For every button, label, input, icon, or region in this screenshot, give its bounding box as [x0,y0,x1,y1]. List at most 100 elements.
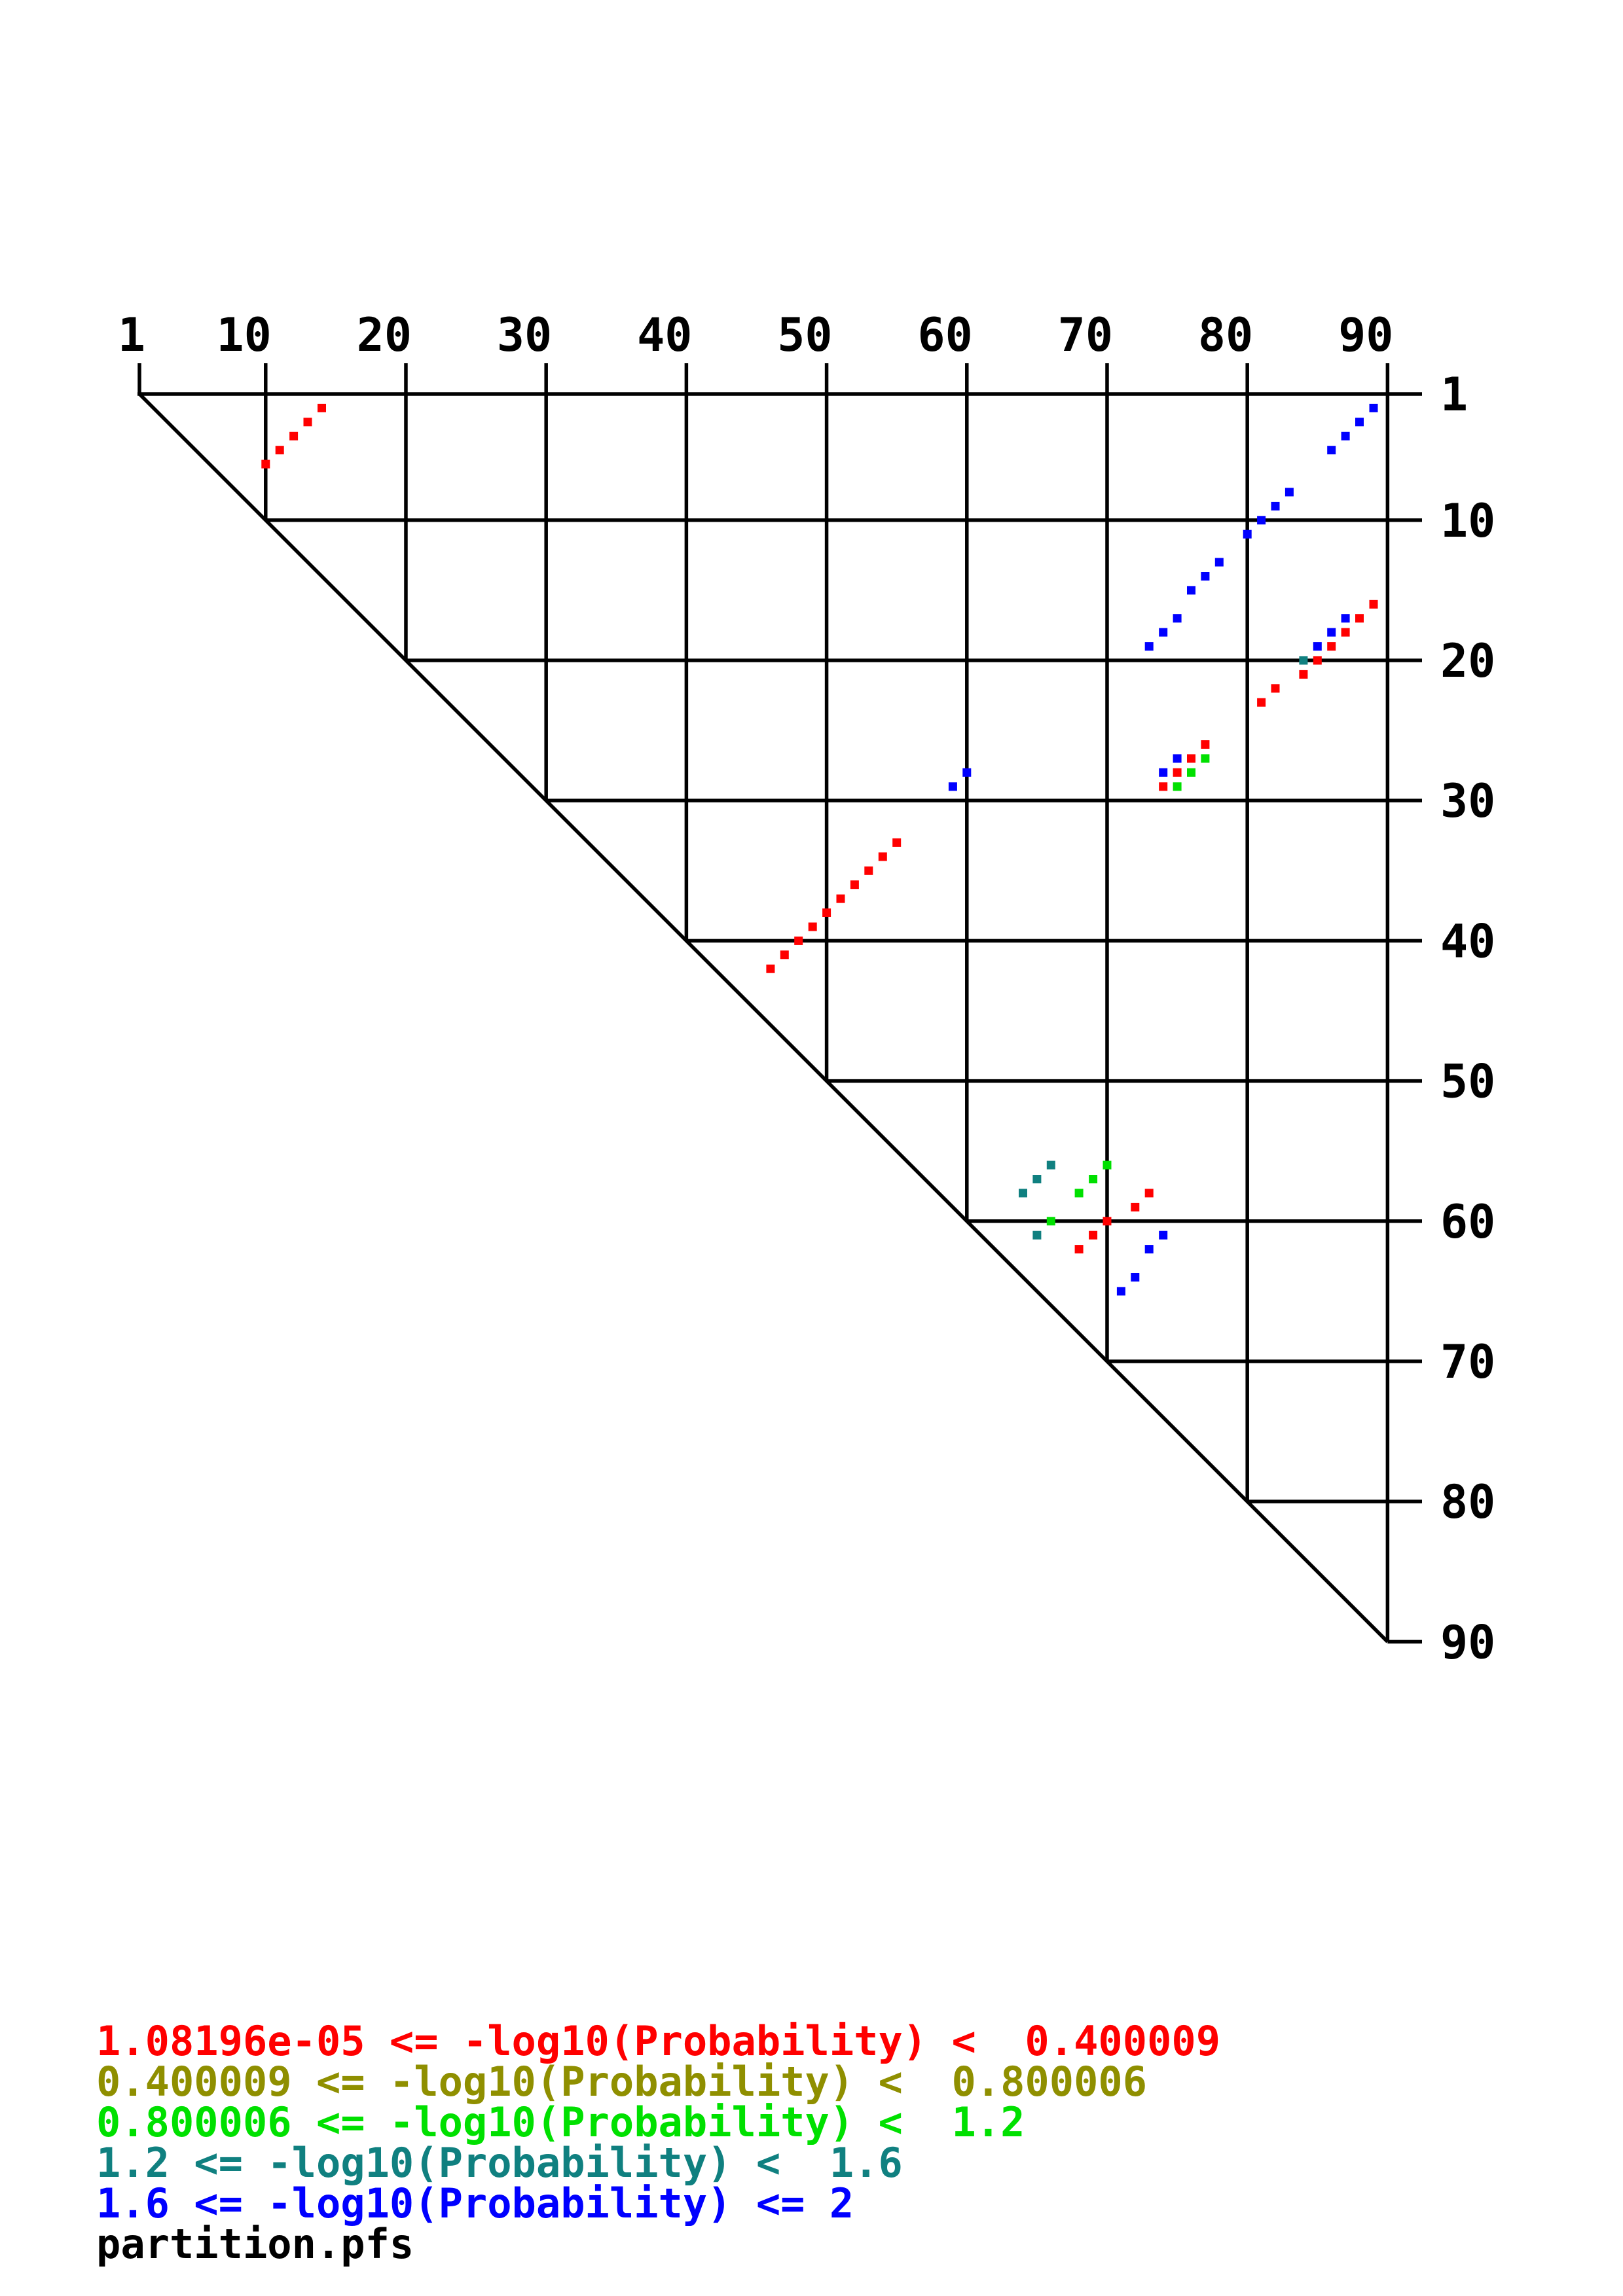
probability-dot-band-5 [1355,418,1364,427]
probability-dot-band-3 [1103,1160,1112,1170]
probability-dot-band-4 [1032,1230,1042,1240]
probability-dot-band-1 [1089,1230,1098,1240]
legend-line-band-5: 1.6 <= -log10(Probability) <= 2 [96,2179,854,2227]
probability-dot-band-1 [1341,628,1350,637]
probability-dot-band-3 [1074,1189,1084,1198]
probability-dot-band-5 [1159,1230,1168,1240]
x-tick-label: 20 [357,308,412,362]
probability-dot-band-1 [1144,1189,1154,1198]
x-tick-label: 90 [1338,308,1393,362]
top-axis-labels: 1 10 20 30 40 50 60 70 80 90 [118,308,1394,362]
probability-dot-band-4 [1046,1160,1055,1170]
probability-dots [261,403,1378,1296]
probability-dot-band-3 [1046,1217,1055,1226]
probability-dot-band-5 [1187,586,1195,595]
probability-dot-band-5 [962,768,972,777]
probability-dot-band-5 [1159,768,1168,777]
filename-label: partition.pfs [96,2220,414,2268]
probability-dot-band-5 [1201,572,1210,581]
x-tick-label: 30 [497,308,552,362]
probability-dot-band-1 [878,852,887,861]
y-tick-label: 40 [1440,914,1495,968]
probability-dot-band-3 [1201,754,1210,763]
probability-dot-band-5 [1327,628,1336,637]
probability-dot-band-1 [1355,614,1364,623]
probability-dot-band-1 [1369,600,1378,609]
legend-line-band-2: 0.400009 <= -log10(Probability) < 0.8000… [96,2058,1147,2106]
probability-dot-band-5 [1341,431,1350,440]
probability-dot-band-1 [1187,754,1195,763]
x-tick-label: 80 [1198,308,1253,362]
probability-dot-band-5 [1214,558,1224,567]
probability-dot-band-1 [1173,768,1182,777]
probability-dot-band-5 [1313,642,1322,651]
probability-dot-band-4 [1299,656,1308,665]
probability-dot-band-1 [1201,740,1210,749]
probability-dot-band-5 [1257,516,1266,525]
probability-dot-band-5 [1144,1245,1154,1254]
probability-dot-band-5 [1341,614,1350,623]
x-tick-label: 10 [216,308,271,362]
probability-dot-band-1 [892,838,902,847]
probability-dot-band-1 [318,403,326,412]
y-tick-label: 10 [1440,494,1495,548]
probability-dot-band-5 [1285,488,1294,497]
probability-dot-band-5 [1173,614,1182,623]
legend-line-band-1: 1.08196e-05 <= -log10(Probability) < 0.4… [96,2017,1220,2065]
probability-dot-band-1 [780,950,789,960]
probability-dot-band-5 [1159,628,1168,637]
y-tick-label: 1 [1440,368,1468,422]
y-tick-label: 20 [1440,634,1495,688]
probability-dot-band-5 [1144,642,1154,651]
probability-dot-band-4 [1032,1175,1042,1183]
diagonal-line [138,393,1389,1643]
probability-dot-band-1 [275,446,284,455]
x-tick-label: 60 [917,308,972,362]
probability-dot-band-5 [1271,501,1280,511]
right-axis-labels: 1 10 20 30 40 50 60 70 80 90 [1440,368,1495,1669]
probability-dot-band-1 [822,908,831,917]
probability-dot-band-1 [1327,642,1336,651]
plot-grid [137,363,1422,1644]
probability-dot-band-5 [1116,1287,1125,1296]
probability-dot-band-5 [948,782,957,791]
y-tick-label: 60 [1440,1195,1495,1249]
probability-dot-band-3 [1187,768,1195,777]
probability-dot-band-5 [1327,446,1336,455]
y-tick-label: 50 [1440,1055,1495,1109]
x-tick-label: 70 [1058,308,1113,362]
probability-dot-band-5 [1369,403,1378,412]
probability-dot-band-1 [1131,1202,1140,1211]
probability-dot-band-1 [1074,1245,1084,1254]
probability-dot-band-4 [1019,1189,1027,1198]
probability-dot-band-1 [1299,670,1308,679]
x-tick-label: 50 [777,308,832,362]
legend: 1.08196e-05 <= -log10(Probability) < 0.4… [96,2017,1220,2268]
x-tick-label: 1 [118,308,145,362]
probability-dot-band-3 [1173,782,1182,791]
probability-dot-band-1 [808,922,817,931]
probability-dot-band-5 [1173,754,1182,763]
y-tick-label: 30 [1440,774,1495,828]
probability-dot-band-1 [864,866,873,875]
probability-dot-band-5 [1131,1273,1140,1282]
probability-dot-band-1 [261,459,270,469]
probability-dot-band-5 [1243,529,1252,539]
legend-line-band-4: 1.2 <= -log10(Probability) < 1.6 [96,2139,903,2187]
x-tick-label: 40 [637,308,692,362]
probability-dot-band-1 [794,936,803,945]
probability-dot-band-1 [1271,684,1280,693]
legend-line-band-3: 0.800006 <= -log10(Probability) < 1.2 [96,2098,1025,2146]
probability-dot-band-1 [1313,656,1322,665]
probability-dot-band-1 [1103,1217,1112,1226]
probability-dot-band-1 [303,418,312,427]
probability-dot-band-1 [1257,698,1266,707]
probability-dot-band-1 [1159,782,1168,791]
y-tick-label: 70 [1440,1335,1495,1389]
probability-dot-band-1 [836,894,845,903]
y-tick-label: 80 [1440,1475,1495,1529]
probability-dot-band-3 [1089,1175,1098,1183]
probability-dot-band-1 [766,964,775,973]
